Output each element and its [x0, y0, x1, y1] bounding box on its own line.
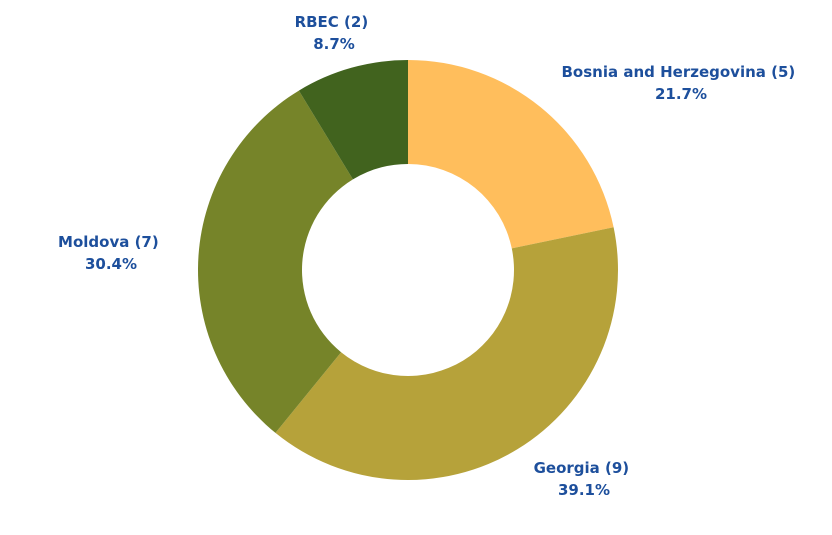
slice-label-georgia-percent: 39.1%: [558, 481, 610, 499]
slice-label-bosnia-name: Bosnia and Herzegovina (5): [562, 63, 796, 81]
slice-label-rbec-name: RBEC (2): [295, 13, 369, 31]
slice-label-rbec: RBEC (2) 8.7%: [295, 13, 374, 53]
slice-label-moldova-name: Moldova (7): [58, 233, 159, 251]
slice-moldova: [198, 90, 353, 433]
slices-group: [198, 60, 618, 481]
slice-bosnia: [408, 60, 614, 249]
slice-label-georgia: Georgia (9) 39.1%: [534, 459, 635, 499]
slice-georgia: [275, 227, 618, 481]
labels-group: Bosnia and Herzegovina (5) 21.7% Georgia…: [58, 13, 801, 499]
slice-label-georgia-name: Georgia (9): [534, 459, 630, 477]
slice-label-bosnia: Bosnia and Herzegovina (5) 21.7%: [562, 63, 801, 103]
slice-label-bosnia-percent: 21.7%: [655, 85, 707, 103]
slice-label-moldova-percent: 30.4%: [85, 255, 137, 273]
slice-rbec: [298, 60, 408, 180]
slice-label-rbec-percent: 8.7%: [313, 35, 355, 53]
slice-label-moldova: Moldova (7) 30.4%: [58, 233, 164, 273]
